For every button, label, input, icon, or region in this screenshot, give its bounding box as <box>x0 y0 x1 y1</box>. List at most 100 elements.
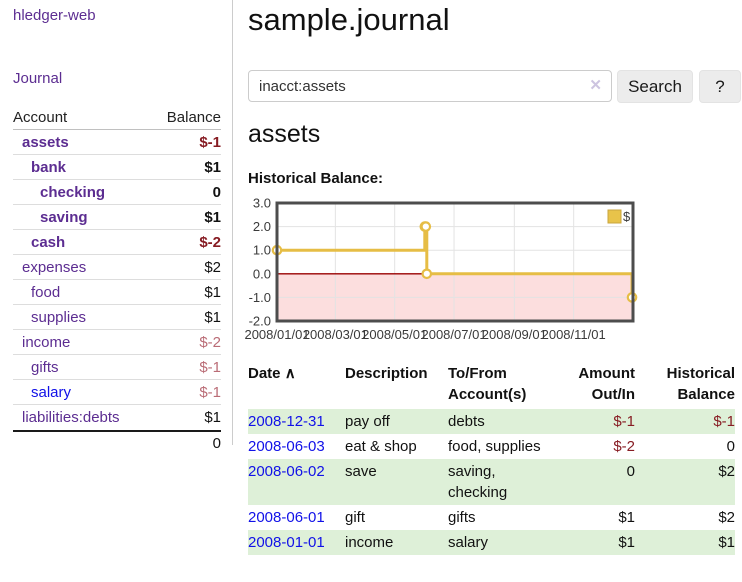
transaction-date-link[interactable]: 2008-06-01 <box>248 509 325 526</box>
account-row: saving $1 <box>13 205 221 230</box>
transaction-accounts: saving, checking <box>448 463 508 501</box>
legend-swatch <box>607 209 622 224</box>
accounts-header-account: Account <box>13 108 68 126</box>
transaction-balance: $-1 <box>713 413 735 430</box>
x-axis-tick-label: 2008/11/01 <box>542 327 606 342</box>
account-row: supplies $1 <box>13 305 221 330</box>
transaction-date-link[interactable]: 2008-06-02 <box>248 463 325 480</box>
register-row: 2008-01-01 income salary $1 $1 <box>248 530 735 555</box>
account-row: food $1 <box>13 280 221 305</box>
historical-balance-chart: $3.0 2.0 1.0 0.0 -1.0 -2.0 2008/01/01 2008/03/0… <box>244 196 651 348</box>
transaction-balance: 0 <box>726 438 735 455</box>
account-row: assets $-1 <box>13 130 221 155</box>
transaction-date-link[interactable]: 2008-01-01 <box>248 534 325 551</box>
account-balance: $1 <box>204 158 221 176</box>
legend-label: $ <box>623 209 631 224</box>
transaction-balance: $1 <box>718 534 735 551</box>
data-point-marker <box>421 268 433 280</box>
main-content: sample.journal ✕ Search ? assets Histori… <box>233 0 742 582</box>
x-axis-tick-label: 2008/05/01 <box>362 327 427 342</box>
y-axis-tick-label: 1.0 <box>253 243 271 258</box>
account-link[interactable]: supplies <box>31 308 87 326</box>
chart-label: Historical Balance: <box>248 170 384 187</box>
account-balance: $-1 <box>199 358 221 376</box>
x-axis-tick-label: 2008/01/01 <box>244 327 309 342</box>
register-row: 2008-06-03 eat & shop food, supplies $-2 0 <box>248 434 735 459</box>
transaction-description: gift <box>345 509 366 526</box>
register-header-row: Date ∧ Description To/From Account(s) Am… <box>248 360 735 409</box>
search-bar: ✕ Search ? <box>248 70 742 103</box>
plot-border <box>275 201 635 323</box>
page-title: sample.journal <box>248 2 450 37</box>
register-table: Date ∧ Description To/From Account(s) Am… <box>248 360 735 555</box>
account-link[interactable]: assets <box>22 133 69 151</box>
account-balance: $-1 <box>199 133 221 151</box>
account-row: liabilities:debts $1 <box>13 405 221 430</box>
account-balance: $1 <box>204 208 221 226</box>
x-axis-tick-label: 2008/07/01 <box>421 327 486 342</box>
account-link[interactable]: expenses <box>22 258 87 276</box>
y-axis-tick-label: 3.0 <box>253 196 271 211</box>
transaction-balance: $2 <box>718 463 735 480</box>
account-balance: 0 <box>212 183 221 201</box>
search-input[interactable] <box>248 70 612 102</box>
account-row: checking 0 <box>13 180 221 205</box>
y-axis-tick-label: 2.0 <box>253 219 271 234</box>
account-row: bank $1 <box>13 155 221 180</box>
x-axis-tick-label: 2008/09/01 <box>482 327 547 342</box>
account-balance: $1 <box>204 409 221 426</box>
column-header-date[interactable]: Date ∧ <box>248 365 296 382</box>
accounts-total-row: 0 <box>13 430 221 455</box>
account-link[interactable]: liabilities:debts <box>22 409 120 426</box>
register-row: 2008-06-02 save saving, checking 0 $2 <box>248 459 735 505</box>
accounts-header: Account Balance <box>13 105 221 130</box>
transaction-balance: $2 <box>718 509 735 526</box>
app-title-link[interactable]: hledger-web <box>13 7 96 24</box>
transaction-accounts: gifts <box>448 509 476 526</box>
search-button[interactable]: Search <box>617 70 693 103</box>
column-header-accounts: To/From Account(s) <box>448 365 527 403</box>
account-link[interactable]: salary <box>31 383 72 401</box>
accounts-total-value: 0 <box>212 435 221 452</box>
account-row: income $-2 <box>13 330 221 355</box>
register-row: 2008-12-31 pay off debts $-1 $-1 <box>248 409 735 434</box>
account-row: cash $-2 <box>13 230 221 255</box>
account-heading: assets <box>248 120 321 148</box>
sidebar: hledger-web Journal Account Balance asse… <box>0 0 233 452</box>
column-header-description: Description <box>345 365 428 382</box>
account-link[interactable]: saving <box>40 208 88 226</box>
register-row: 2008-06-01 gift gifts $1 $2 <box>248 505 735 530</box>
account-link[interactable]: bank <box>31 158 67 176</box>
account-link[interactable]: checking <box>40 183 106 201</box>
transaction-date-link[interactable]: 2008-12-31 <box>248 413 325 430</box>
transaction-date-link[interactable]: 2008-06-03 <box>248 438 325 455</box>
account-link[interactable]: food <box>31 283 61 301</box>
transaction-amount: $-2 <box>613 438 635 455</box>
column-header-balance: Historical Balance <box>666 365 735 403</box>
accounts-header-balance: Balance <box>166 108 221 126</box>
account-balance: $-1 <box>199 383 221 401</box>
clear-search-icon[interactable]: ✕ <box>589 77 602 94</box>
transaction-accounts: food, supplies <box>448 438 541 455</box>
account-link[interactable]: income <box>22 333 71 351</box>
sort-asc-icon: ∧ <box>284 365 296 382</box>
transaction-amount: $1 <box>618 509 635 526</box>
sidebar-item-journal[interactable]: Journal <box>13 70 63 87</box>
account-row: salary $-1 <box>13 380 221 405</box>
transaction-accounts: debts <box>448 413 485 430</box>
column-header-amount: Amount Out/In <box>578 365 635 403</box>
transaction-amount: $1 <box>618 534 635 551</box>
transaction-description: pay off <box>345 413 390 430</box>
account-link[interactable]: cash <box>31 233 66 251</box>
account-link[interactable]: gifts <box>31 358 59 376</box>
transaction-accounts: salary <box>448 534 489 551</box>
help-button[interactable]: ? <box>699 70 741 103</box>
x-axis-tick-label: 2008/03/01 <box>303 327 368 342</box>
account-balance: $-2 <box>199 233 221 251</box>
account-row: expenses $2 <box>13 255 221 280</box>
account-balance: $1 <box>204 308 221 326</box>
y-axis-tick-label: -1.0 <box>249 290 271 305</box>
transaction-description: eat & shop <box>345 438 417 455</box>
y-axis-tick-label: 0.0 <box>253 266 271 281</box>
transaction-description: income <box>345 534 394 551</box>
